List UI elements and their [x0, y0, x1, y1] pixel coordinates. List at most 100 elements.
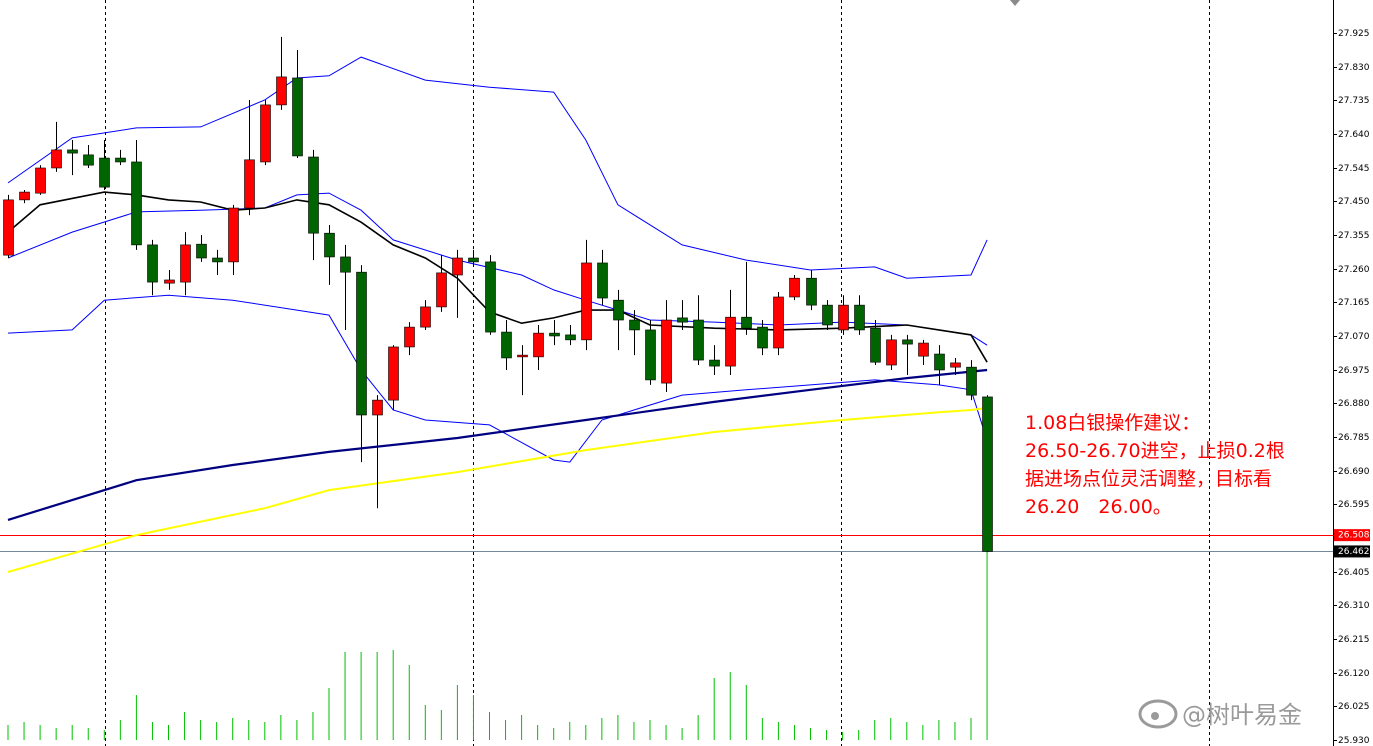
- candle-body: [629, 319, 640, 331]
- y-tick-label: 27.830: [1338, 63, 1370, 73]
- candle-body: [757, 326, 768, 349]
- candle-body: [581, 262, 592, 341]
- candle-body: [822, 304, 833, 326]
- y-tick-label: 26.310: [1338, 601, 1370, 611]
- candle-body: [533, 332, 544, 358]
- y-tick-label: 26.025: [1338, 702, 1370, 712]
- indicator-line: [7, 406, 988, 573]
- y-tick-label: 27.070: [1338, 332, 1370, 342]
- candle-body: [420, 306, 431, 328]
- y-tick-label: 26.690: [1338, 467, 1370, 477]
- candle-body: [51, 149, 62, 169]
- candle-body: [292, 77, 303, 157]
- candle-body: [806, 277, 817, 306]
- y-tick-label: 26.595: [1338, 500, 1370, 510]
- y-tick-label: 25.930: [1338, 736, 1370, 746]
- candle-body: [3, 199, 14, 256]
- price-label: 26.508: [1338, 531, 1370, 541]
- y-tick-label: 27.450: [1338, 197, 1370, 207]
- candle-body: [918, 342, 929, 357]
- y-tick-label: 27.165: [1338, 298, 1370, 308]
- candle-body: [597, 262, 608, 299]
- candle-body: [517, 354, 528, 358]
- watermark: @树叶易金: [1138, 699, 1302, 729]
- y-tick-label: 26.975: [1338, 366, 1370, 376]
- annotation-line: 26.20 26.00。: [1025, 496, 1172, 518]
- annotation-line: 据进场点位灵活调整，目标看: [1025, 468, 1272, 490]
- candle-body: [950, 362, 961, 368]
- candle-body: [565, 334, 576, 341]
- y-tick-label: 26.215: [1338, 635, 1370, 645]
- candle-body: [966, 366, 977, 396]
- candle-body: [741, 316, 752, 329]
- y-tick-label: 27.260: [1338, 265, 1370, 275]
- candle-body: [854, 304, 865, 331]
- candle-body: [725, 316, 736, 367]
- indicator-line: [7, 294, 988, 463]
- candle-body: [982, 396, 993, 552]
- candle-body: [67, 149, 78, 154]
- indicator-line: [7, 192, 988, 346]
- watermark-text: @树叶易金: [1182, 701, 1302, 729]
- candle-body: [388, 346, 399, 401]
- candle-body: [468, 257, 479, 263]
- indicator-line: [7, 368, 988, 521]
- candle-body: [613, 299, 624, 321]
- annotation-line: 1.08白银操作建议：: [1025, 412, 1200, 434]
- candle-body: [452, 257, 463, 276]
- candle-body: [115, 157, 126, 163]
- candle-body: [870, 327, 881, 363]
- candle-body: [99, 157, 110, 188]
- annotation-line: 26.50-26.70进空，止损0.2根: [1025, 440, 1285, 462]
- candle-body: [838, 304, 849, 331]
- candle-body: [212, 257, 223, 263]
- candle-body: [83, 154, 94, 166]
- candle-body: [196, 243, 207, 259]
- candle-body: [693, 319, 704, 361]
- candle-body: [260, 104, 271, 163]
- candle-body: [244, 159, 255, 209]
- y-tick-label: 26.405: [1338, 568, 1370, 578]
- candle-body: [886, 339, 897, 366]
- candle-body: [276, 76, 287, 106]
- candle-body: [709, 359, 720, 367]
- watermark-logo: [1138, 699, 1178, 729]
- candle-body: [228, 207, 239, 263]
- y-tick-label: 27.735: [1338, 96, 1370, 106]
- candle-body: [308, 156, 319, 234]
- candle-body: [789, 277, 800, 298]
- candle-body: [131, 161, 142, 246]
- candle-body: [356, 271, 367, 416]
- candle-body: [164, 279, 175, 284]
- y-tick-label: 26.785: [1338, 433, 1370, 443]
- candle-body: [147, 244, 158, 283]
- candle-body: [404, 326, 415, 348]
- watermark-logo: [1151, 712, 1159, 720]
- time-separators: [105, 0, 1210, 746]
- y-tick-label: 26.880: [1338, 399, 1370, 409]
- candle-body: [436, 272, 447, 308]
- price-label: 26.462: [1338, 547, 1370, 557]
- candle-body: [340, 256, 351, 273]
- candle-body: [19, 191, 30, 201]
- candle-body: [661, 319, 672, 384]
- y-tick-label: 27.640: [1338, 130, 1370, 140]
- price-label-bg: [1334, 545, 1370, 558]
- candle-body: [902, 339, 913, 345]
- candle-body: [35, 167, 46, 194]
- y-tick-label: 26.120: [1338, 669, 1370, 679]
- y-tick-label: 27.925: [1338, 29, 1370, 39]
- indicator-line: [7, 56, 988, 279]
- candle-body: [677, 317, 688, 323]
- candle-body: [180, 244, 191, 283]
- candle-body: [324, 232, 335, 258]
- price-label-bg: [1334, 529, 1370, 542]
- candle-body: [372, 399, 383, 416]
- candle-body: [773, 296, 784, 349]
- y-tick-label: 27.355: [1338, 231, 1370, 241]
- candle-body: [549, 332, 560, 337]
- candle-body: [501, 331, 512, 359]
- candle-body: [934, 353, 945, 371]
- shift-marker: [1010, 0, 1020, 6]
